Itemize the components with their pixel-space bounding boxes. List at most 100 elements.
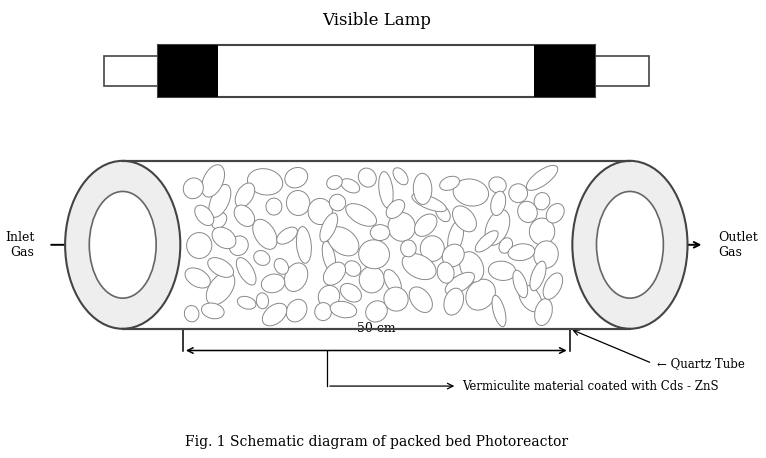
Ellipse shape <box>543 273 563 300</box>
Ellipse shape <box>401 240 416 257</box>
Ellipse shape <box>345 261 361 276</box>
Ellipse shape <box>65 161 180 329</box>
Ellipse shape <box>201 303 224 319</box>
Ellipse shape <box>384 287 408 311</box>
Ellipse shape <box>237 296 256 309</box>
Ellipse shape <box>509 184 528 202</box>
Bar <box>534 45 594 97</box>
Ellipse shape <box>358 240 389 269</box>
Ellipse shape <box>257 293 269 309</box>
Ellipse shape <box>370 224 390 240</box>
Ellipse shape <box>187 233 212 258</box>
Ellipse shape <box>345 204 377 226</box>
Ellipse shape <box>365 301 388 322</box>
Ellipse shape <box>318 285 339 307</box>
Bar <box>158 45 218 97</box>
Ellipse shape <box>284 263 308 291</box>
Ellipse shape <box>212 227 236 249</box>
Ellipse shape <box>384 270 401 294</box>
Ellipse shape <box>234 205 254 227</box>
Ellipse shape <box>253 219 277 249</box>
Ellipse shape <box>414 173 432 204</box>
Ellipse shape <box>235 183 255 207</box>
Ellipse shape <box>535 299 552 326</box>
Ellipse shape <box>195 205 214 225</box>
Ellipse shape <box>247 169 283 195</box>
Ellipse shape <box>466 279 496 310</box>
Ellipse shape <box>447 221 463 254</box>
Ellipse shape <box>209 185 231 218</box>
Ellipse shape <box>206 272 235 305</box>
Bar <box>158 45 594 97</box>
Ellipse shape <box>320 213 338 242</box>
Ellipse shape <box>326 175 342 190</box>
Ellipse shape <box>453 179 489 206</box>
Ellipse shape <box>546 203 565 223</box>
Ellipse shape <box>322 241 336 272</box>
Text: Visible Lamp: Visible Lamp <box>322 12 430 29</box>
Text: Outlet
Gas: Outlet Gas <box>719 231 758 259</box>
Ellipse shape <box>274 258 289 274</box>
Ellipse shape <box>519 285 542 312</box>
Ellipse shape <box>436 205 450 222</box>
Ellipse shape <box>341 179 360 193</box>
Ellipse shape <box>262 303 286 326</box>
Ellipse shape <box>315 303 332 321</box>
Ellipse shape <box>266 198 282 215</box>
Ellipse shape <box>460 252 484 282</box>
Ellipse shape <box>530 261 546 291</box>
Ellipse shape <box>534 192 550 210</box>
Ellipse shape <box>442 244 464 267</box>
Ellipse shape <box>327 227 359 256</box>
Ellipse shape <box>308 198 332 224</box>
Ellipse shape <box>453 206 476 232</box>
Ellipse shape <box>393 168 408 185</box>
Ellipse shape <box>492 295 506 327</box>
Ellipse shape <box>185 305 199 322</box>
Ellipse shape <box>412 194 447 212</box>
Ellipse shape <box>90 191 156 298</box>
Text: Fig. 1 Schematic diagram of packed bed Photoreactor: Fig. 1 Schematic diagram of packed bed P… <box>185 436 568 449</box>
Ellipse shape <box>359 267 385 293</box>
Text: Inlet
Gas: Inlet Gas <box>5 231 34 259</box>
Ellipse shape <box>201 165 224 197</box>
Ellipse shape <box>402 253 436 280</box>
Ellipse shape <box>421 236 444 262</box>
Ellipse shape <box>286 300 307 322</box>
Ellipse shape <box>444 288 463 315</box>
Ellipse shape <box>597 191 663 298</box>
Text: ← Quartz Tube: ← Quartz Tube <box>657 357 745 370</box>
Ellipse shape <box>485 210 510 245</box>
Ellipse shape <box>409 287 432 312</box>
Ellipse shape <box>330 301 357 318</box>
Ellipse shape <box>526 165 558 191</box>
Ellipse shape <box>414 214 437 236</box>
Ellipse shape <box>489 261 516 280</box>
Ellipse shape <box>440 176 460 191</box>
Ellipse shape <box>386 200 404 218</box>
Ellipse shape <box>340 284 362 302</box>
Ellipse shape <box>508 244 535 261</box>
Ellipse shape <box>489 177 506 193</box>
Ellipse shape <box>491 191 506 216</box>
Ellipse shape <box>285 168 308 188</box>
Ellipse shape <box>185 268 211 288</box>
Ellipse shape <box>378 172 393 208</box>
Ellipse shape <box>277 227 297 244</box>
Ellipse shape <box>183 178 203 199</box>
Ellipse shape <box>254 251 270 266</box>
Text: 50 cm: 50 cm <box>357 322 395 335</box>
Ellipse shape <box>437 262 454 283</box>
Text: Vermiculite material coated with Cds - ZnS: Vermiculite material coated with Cds - Z… <box>462 380 719 393</box>
Text: 3 cm: 3 cm <box>134 229 147 260</box>
Ellipse shape <box>445 273 474 294</box>
Ellipse shape <box>261 274 285 293</box>
Ellipse shape <box>475 231 498 252</box>
Bar <box>123 161 630 329</box>
Ellipse shape <box>499 238 512 253</box>
Ellipse shape <box>534 241 558 268</box>
Ellipse shape <box>229 236 248 256</box>
Ellipse shape <box>211 213 227 229</box>
Ellipse shape <box>388 213 415 241</box>
Ellipse shape <box>286 191 309 215</box>
